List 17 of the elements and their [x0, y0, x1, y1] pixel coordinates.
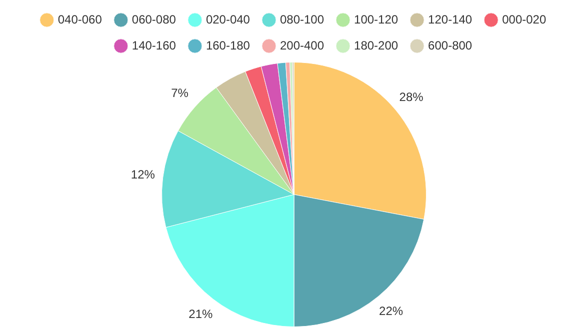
- legend-label: 100-120: [354, 12, 398, 26]
- legend-label: 000-020: [502, 12, 546, 26]
- legend-label: 600-800: [428, 38, 472, 52]
- legend-label: 180-200: [354, 38, 398, 52]
- data-label: 12%: [130, 168, 156, 182]
- data-label: 21%: [188, 307, 214, 322]
- data-label: 22%: [379, 304, 404, 318]
- legend-label: 040-060: [58, 12, 102, 26]
- legend-label: 200-400: [280, 38, 324, 52]
- data-label: 7%: [171, 86, 189, 100]
- legend-label: 060-080: [132, 12, 176, 26]
- data-label: 28%: [399, 90, 424, 104]
- legend-label: 120-140: [428, 12, 472, 26]
- legend-label: 020-040: [206, 12, 250, 26]
- legend-label: 160-180: [206, 38, 250, 52]
- legend-label: 080-100: [280, 12, 324, 26]
- legend-label: 140-160: [132, 38, 176, 52]
